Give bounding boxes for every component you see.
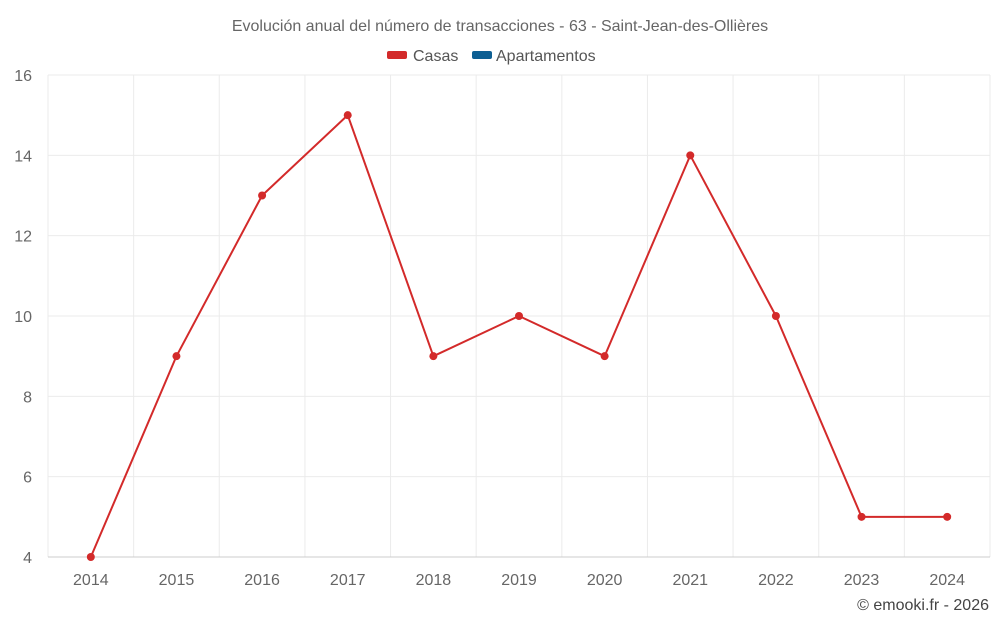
data-point-casas-2021[interactable] <box>686 151 695 160</box>
legend-item-apartamentos[interactable]: Apartamentos <box>472 48 596 65</box>
data-point-casas-2016[interactable] <box>258 191 267 200</box>
x-tick-label: 2022 <box>758 572 794 589</box>
x-tick-label: 2015 <box>159 572 195 589</box>
legend: Casas Apartamentos <box>387 48 596 65</box>
x-tick-label: 2021 <box>672 572 708 589</box>
y-tick-label: 16 <box>14 68 32 85</box>
x-tick-label: 2023 <box>844 572 880 589</box>
x-tick-label: 2020 <box>587 572 623 589</box>
data-point-casas-2017[interactable] <box>343 111 352 120</box>
y-tick-label: 8 <box>23 389 32 406</box>
y-tick-label: 14 <box>14 148 32 165</box>
y-tick-label: 12 <box>14 229 32 246</box>
y-tick-label: 4 <box>23 550 32 567</box>
y-axis-tick-labels: 4 6 8 10 12 14 16 <box>14 68 32 567</box>
data-point-casas-2024[interactable] <box>943 512 952 521</box>
credit-text: © emooki.fr - 2026 <box>857 597 989 614</box>
x-tick-label: 2024 <box>929 572 965 589</box>
legend-item-casas[interactable]: Casas <box>387 48 458 65</box>
legend-swatch-casas <box>387 51 407 59</box>
series-casas <box>86 111 952 561</box>
data-point-casas-2015[interactable] <box>172 352 181 361</box>
data-point-casas-2019[interactable] <box>515 312 523 320</box>
x-tick-label: 2018 <box>416 572 452 589</box>
data-point-casas-2022[interactable] <box>771 312 780 320</box>
data-point-casas-2023[interactable] <box>857 512 866 521</box>
x-tick-label: 2017 <box>330 572 366 589</box>
chart-title: Evolución anual del número de transaccio… <box>232 18 768 35</box>
x-axis-tick-labels: 2014 2015 2016 2017 2018 2019 2020 2021 2022 2023… <box>73 572 965 589</box>
legend-label-casas: Casas <box>413 48 458 65</box>
y-tick-label: 10 <box>14 309 32 326</box>
data-point-casas-2014[interactable] <box>86 553 95 561</box>
data-point-casas-2020[interactable] <box>600 352 609 361</box>
legend-label-apartamentos: Apartamentos <box>496 48 596 65</box>
x-tick-label: 2014 <box>73 572 109 589</box>
y-tick-label: 6 <box>23 470 32 487</box>
legend-swatch-apartamentos <box>472 51 492 59</box>
x-tick-label: 2016 <box>244 572 280 589</box>
x-tick-label: 2019 <box>501 572 537 589</box>
y-gridlines <box>48 74 990 558</box>
data-point-casas-2018[interactable] <box>429 352 438 361</box>
